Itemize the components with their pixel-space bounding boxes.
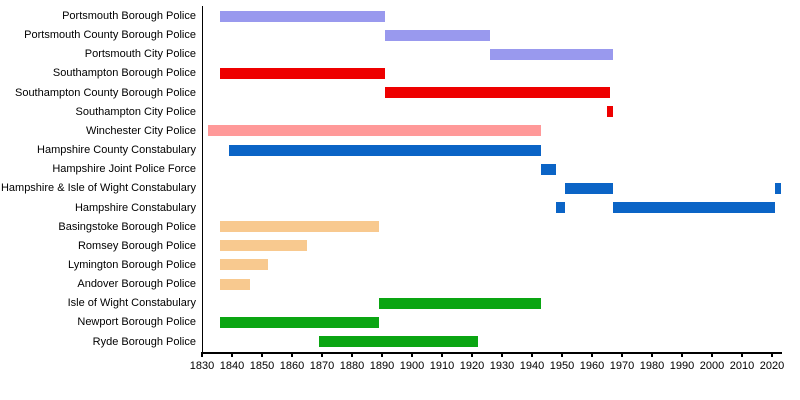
axis-tick: [771, 352, 773, 357]
row-label: Southampton Borough Police: [52, 67, 196, 80]
row-label: Portsmouth Borough Police: [62, 10, 196, 22]
tick-label: 1850: [249, 360, 275, 372]
tick-label: 1960: [579, 360, 605, 372]
row-label: Ryde Borough Police: [92, 335, 196, 348]
axis-tick: [291, 352, 293, 357]
row-label: Hampshire Constabulary: [74, 201, 196, 214]
row-label: Winchester City Police: [85, 124, 196, 137]
timeline-bar: [220, 259, 268, 271]
tick-label: 1990: [669, 360, 695, 372]
row-label: Basingstoke Borough Police: [58, 220, 196, 233]
row-label: Southampton County Borough Police: [14, 86, 196, 99]
timeline-bar: [556, 202, 565, 213]
timeline-bar: [775, 182, 781, 194]
axis-tick: [321, 352, 323, 357]
tick-label: 1940: [519, 360, 545, 372]
row-label: Portsmouth County Borough Police: [24, 29, 196, 42]
axis-tick: [531, 352, 533, 357]
axis-tick: [351, 352, 353, 357]
axis-tick: [261, 352, 263, 357]
timeline-bar: [385, 29, 490, 41]
axis-tick: [711, 352, 713, 357]
axis-tick: [381, 352, 383, 357]
timeline-bar: [220, 316, 379, 328]
timeline-bar: [220, 240, 307, 252]
tick-label: 1870: [309, 360, 335, 372]
timeline-bar: [208, 125, 541, 137]
timeline-bar: [220, 67, 385, 79]
axis-tick: [741, 352, 743, 357]
tick-label: 1880: [339, 360, 365, 372]
timeline-bar: [541, 163, 556, 175]
timeline-bar: [220, 221, 379, 233]
tick-label: 1860: [279, 360, 305, 372]
row-label: Hampshire Joint Police Force: [52, 163, 196, 176]
row-label: Isle of Wight Constabulary: [67, 297, 196, 310]
row-label: Southampton City Police: [75, 105, 196, 118]
tick-label: 1970: [609, 360, 635, 372]
timeline-bar: [220, 278, 250, 290]
tick-label: 2020: [759, 360, 785, 372]
timeline-bar: [319, 336, 478, 348]
timeline-bar: [613, 202, 775, 213]
tick-label: 1920: [459, 360, 485, 372]
axis-tick: [501, 352, 503, 357]
axis-tick: [201, 352, 203, 357]
row-label: Romsey Borough Police: [77, 239, 196, 252]
axis-tick: [621, 352, 623, 357]
row-label: Newport Borough Police: [77, 316, 196, 329]
timeline-bar: [220, 10, 385, 22]
timeline-bar: [607, 106, 613, 118]
row-label: Andover Borough Police: [77, 278, 196, 291]
timeline-bar: [565, 182, 613, 194]
timeline-bar: [490, 48, 613, 60]
tick-label: 1950: [549, 360, 575, 372]
axis-tick: [561, 352, 563, 357]
row-label: Hampshire & Isle of Wight Constabulary: [0, 182, 196, 195]
axis-tick: [411, 352, 413, 357]
axis-tick: [441, 352, 443, 357]
tick-label: 1890: [369, 360, 395, 372]
tick-label: 1930: [489, 360, 515, 372]
axis-tick: [471, 352, 473, 357]
axis-tick: [681, 352, 683, 357]
row-label: Hampshire County Constabulary: [37, 144, 196, 157]
y-axis-line: [201, 6, 203, 353]
x-axis-line: [201, 352, 782, 354]
timeline-bar: [385, 87, 610, 99]
tick-label: 1980: [639, 360, 665, 372]
axis-tick: [651, 352, 653, 357]
tick-label: 1900: [399, 360, 425, 372]
tick-label: 2010: [729, 360, 755, 372]
row-label: Lymington Borough Police: [67, 258, 196, 271]
tick-label: 1910: [429, 360, 455, 372]
tick-label: 1840: [219, 360, 245, 372]
tick-label: 1830: [189, 360, 215, 372]
row-label: Portsmouth City Police: [84, 48, 196, 61]
axis-tick: [231, 352, 233, 357]
tick-label: 2000: [699, 360, 725, 372]
timeline-bar: [379, 297, 541, 309]
timeline-bar: [229, 144, 541, 156]
axis-tick: [591, 352, 593, 357]
